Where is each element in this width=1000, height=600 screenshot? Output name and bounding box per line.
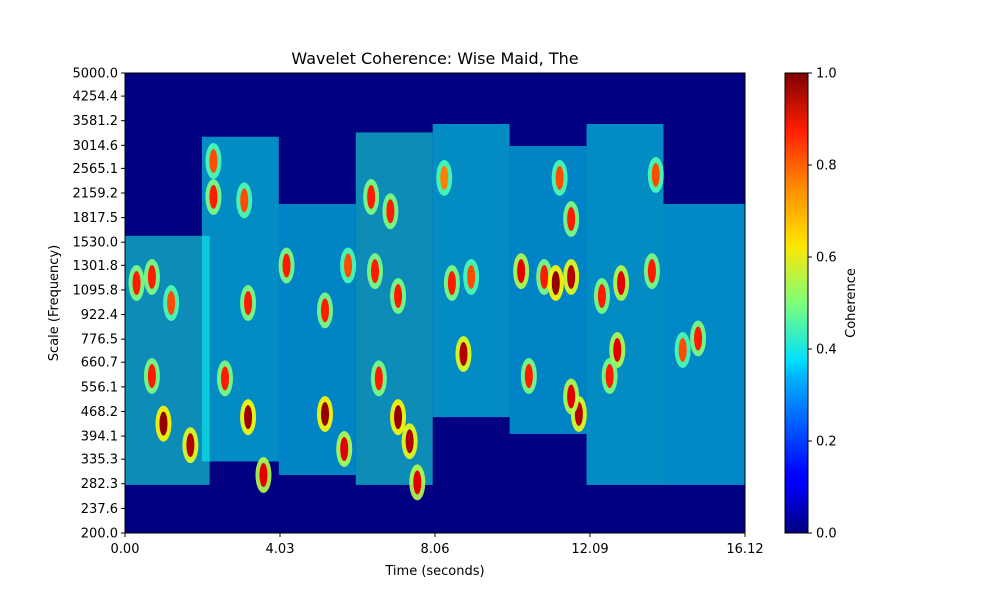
hotspot-35 [597, 284, 606, 309]
y-tick-label-9: 922.4 [81, 308, 118, 323]
hotspot-11 [147, 364, 156, 389]
y-tick-label-14: 2159.2 [73, 186, 119, 201]
plot-area [125, 73, 745, 533]
hotspot-30 [467, 264, 476, 289]
hotspot-46 [440, 165, 449, 190]
hotspot-42 [567, 207, 576, 232]
hotspot-44 [651, 162, 660, 187]
colorbar-tick-label-5: 1.0 [816, 67, 837, 82]
colorbar-label: Coherence [844, 268, 859, 338]
y-tick-label-1: 237.6 [81, 502, 118, 517]
hotspot-33 [551, 271, 560, 296]
coherence-region-2 [278, 203, 356, 476]
x-axis-ticks: 0.00 4.03 8.06 12.09 16.12 [111, 533, 764, 557]
x-axis-label: Time (seconds) [384, 564, 484, 579]
hotspot-29 [447, 271, 456, 296]
hotspot-31 [517, 259, 526, 284]
hotspot-5 [340, 437, 349, 462]
hotspot-14 [459, 341, 468, 366]
hotspot-19 [694, 326, 703, 351]
hotspot-12 [221, 366, 229, 391]
y-tick-label-15: 2565.1 [73, 162, 119, 177]
hotspot-40 [367, 184, 376, 209]
colorbar-tick-label-0: 0.0 [816, 527, 837, 542]
hotspot-43 [555, 165, 564, 190]
hotspot-15 [524, 364, 533, 389]
y-tick-label-4: 394.1 [81, 430, 118, 445]
hotspot-18 [678, 337, 687, 362]
y-tick-label-12: 1530.0 [73, 236, 119, 251]
hotspot-39 [240, 188, 249, 213]
hotspot-7 [405, 429, 414, 454]
hotspot-23 [244, 291, 253, 315]
hotspot-41 [386, 199, 395, 224]
hotspot-27 [371, 259, 379, 284]
colorbar-gradient [784, 72, 809, 534]
hotspot-26 [344, 253, 353, 278]
chart-title: Wavelet Coherence: Wise Maid, The [291, 49, 578, 68]
hotspot-4 [321, 401, 329, 426]
y-tick-label-0: 200.0 [81, 527, 118, 542]
hotspot-17 [605, 364, 614, 389]
hotspot-22 [167, 291, 176, 315]
hotspot-45 [209, 149, 218, 174]
colorbar-tick-label-4: 0.8 [816, 159, 837, 174]
hotspot-10 [567, 384, 576, 409]
hotspot-13 [374, 366, 383, 391]
y-tick-label-10: 1095.8 [73, 283, 119, 298]
y-tick-label-2: 282.3 [81, 477, 118, 492]
y-tick-label-3: 335.3 [81, 453, 118, 468]
x-tick-label-3: 12.09 [571, 542, 608, 557]
hotspot-25 [321, 298, 329, 323]
x-tick-label-4: 16.12 [726, 542, 763, 557]
y-tick-label-16: 3014.6 [73, 139, 119, 154]
hotspot-34 [567, 264, 576, 289]
y-tick-label-13: 1817.5 [73, 211, 119, 226]
hotspot-37 [647, 259, 656, 284]
y-tick-label-19: 5000.0 [73, 67, 119, 82]
colorbar-tick-label-1: 0.2 [816, 435, 837, 450]
hotspot-21 [147, 264, 156, 289]
y-tick-label-7: 660.7 [81, 356, 118, 371]
hotspot-1 [186, 433, 195, 458]
y-tick-label-11: 1301.8 [73, 259, 119, 274]
colorbar-tick-label-2: 0.4 [816, 343, 837, 358]
hotspot-36 [617, 271, 626, 296]
colorbar-ticks: 0.0 0.2 0.4 0.6 0.8 1.0 [808, 67, 837, 542]
hotspot-6 [394, 405, 403, 430]
hotspot-38 [209, 184, 218, 209]
colorbar: 0.0 0.2 0.4 0.6 0.8 1.0 Coherence [784, 67, 859, 542]
y-tick-label-5: 468.2 [81, 405, 118, 420]
colorbar-tick-label-3: 0.6 [816, 251, 837, 266]
y-tick-label-17: 3581.2 [73, 114, 119, 129]
hotspot-3 [259, 463, 268, 488]
hotspot-32 [540, 264, 549, 289]
x-tick-label-2: 8.06 [421, 542, 450, 557]
hotspot-2 [244, 405, 253, 430]
y-tick-label-8: 776.5 [81, 333, 118, 348]
hotspot-8 [413, 470, 422, 495]
y-tick-label-18: 4254.4 [73, 90, 119, 105]
hotspot-28 [394, 284, 403, 309]
y-axis-label: Scale (Frequency) [47, 245, 62, 361]
x-tick-label-1: 4.03 [266, 542, 295, 557]
heatmap-hotspots [128, 143, 707, 501]
hotspot-0 [159, 411, 168, 436]
y-tick-label-6: 556.1 [81, 380, 118, 395]
x-tick-label-0: 0.00 [111, 542, 140, 557]
y-axis-ticks: 200.0 237.6 282.3 335.3 394.1 468.2 556.1 660.7… [73, 67, 125, 542]
hotspot-24 [282, 253, 291, 278]
hotspot-20 [132, 271, 141, 296]
hotspot-16 [613, 337, 622, 362]
